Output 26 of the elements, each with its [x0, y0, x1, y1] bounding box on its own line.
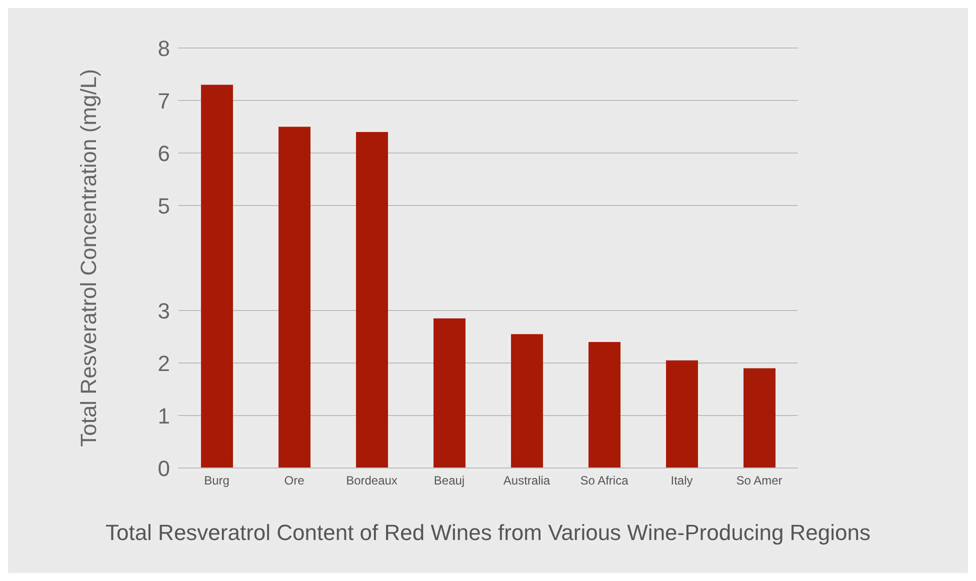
x-tick-label: Bordeaux	[346, 474, 398, 488]
x-tick-label: Beauj	[434, 474, 465, 488]
y-tick-label: 1	[158, 403, 170, 428]
y-tick-label: 2	[158, 350, 170, 376]
text: Total Resveratrol Content of Red Wines from Various Wine-Producing Regions	[104, 520, 872, 546]
bar	[201, 84, 233, 468]
bar	[666, 360, 698, 468]
y-tick-label: 8	[158, 36, 170, 61]
x-tick-label: Italy	[670, 474, 693, 488]
x-tick-label: Ore	[284, 474, 305, 488]
bar	[356, 132, 388, 468]
x-tick-label: So Amer	[736, 474, 782, 488]
y-tick-label: 7	[158, 88, 170, 114]
y-tick-label: 0	[158, 456, 170, 481]
y-tick-label: 6	[158, 140, 170, 166]
bar	[744, 368, 776, 468]
bar	[278, 126, 310, 468]
bar	[588, 342, 620, 468]
y-tick-label: 5	[158, 193, 170, 218]
x-tick-label: Burg	[204, 474, 230, 488]
bar	[434, 318, 466, 468]
y-axis-title: Total Resveratrol Concentration (mg/L)	[76, 69, 101, 447]
x-tick-label: Australia	[503, 474, 550, 488]
x-tick-label: So Africa	[580, 474, 629, 488]
y-tick-label: 3	[158, 298, 170, 324]
bar	[511, 334, 543, 468]
